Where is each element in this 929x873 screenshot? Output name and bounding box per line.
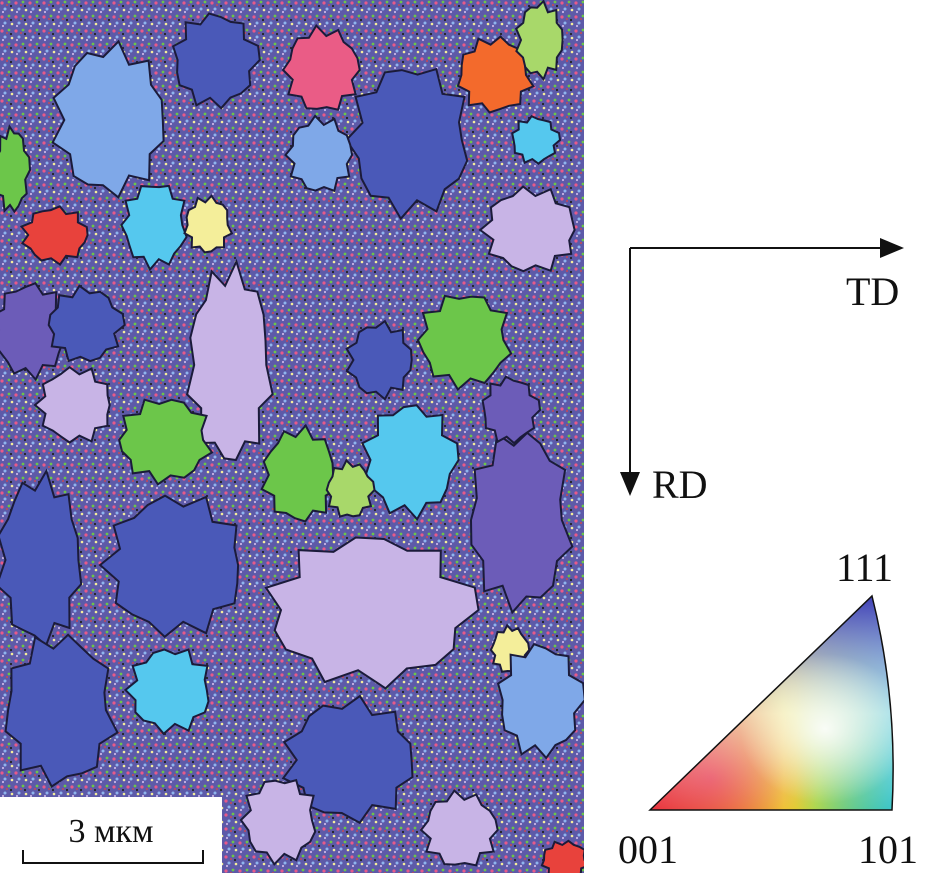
grain — [19, 205, 89, 266]
legend-111-label: 111 — [836, 545, 894, 590]
grain — [171, 12, 261, 110]
grain — [419, 789, 499, 867]
grain — [120, 184, 188, 272]
grain — [98, 494, 240, 639]
grain — [33, 365, 111, 444]
td-label: TD — [846, 269, 900, 314]
legend-101-label: 101 — [858, 827, 918, 872]
grain — [185, 258, 274, 462]
grain — [496, 642, 584, 760]
grain — [540, 839, 584, 873]
axes-arrows — [620, 238, 904, 496]
grain — [183, 194, 234, 254]
grain — [360, 404, 460, 521]
grain — [0, 468, 83, 648]
grain — [123, 648, 210, 736]
grain — [469, 431, 574, 615]
ebsd-orientation-map: 3 мкм — [0, 0, 584, 873]
grain — [281, 694, 414, 825]
grain — [51, 39, 165, 199]
grain — [264, 536, 480, 690]
grain — [4, 633, 119, 788]
grain — [118, 398, 214, 486]
grain — [0, 281, 70, 382]
sample-axes: TD RD — [600, 230, 920, 510]
grain-map — [0, 0, 584, 873]
grain — [284, 114, 354, 193]
scale-bar-label: 3 мкм — [68, 813, 154, 850]
grain — [325, 458, 376, 518]
grain — [281, 23, 361, 111]
legend-001-label: 001 — [618, 827, 678, 872]
grain — [260, 423, 339, 523]
grain — [481, 375, 542, 445]
scale-bar-box: 3 мкм — [0, 797, 222, 873]
grain — [47, 284, 126, 363]
grain — [345, 319, 413, 401]
grain — [456, 35, 535, 114]
grain — [416, 294, 513, 392]
ipf-color-key-triangle — [648, 594, 894, 811]
rd-label: RD — [652, 462, 708, 507]
grain — [511, 114, 562, 165]
grain — [239, 778, 317, 866]
grain — [478, 185, 576, 273]
grain — [0, 124, 32, 214]
grain — [514, 0, 564, 82]
scale-bar — [22, 850, 204, 864]
